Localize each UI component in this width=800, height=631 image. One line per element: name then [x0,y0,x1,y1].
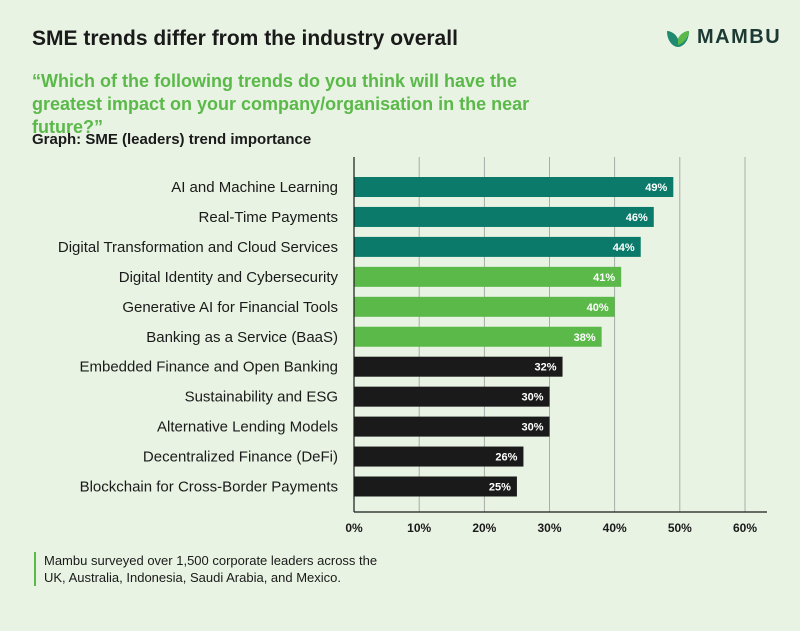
x-tick-label: 20% [472,521,496,535]
bar [354,266,622,287]
value-label: 30% [521,392,543,404]
category-label: AI and Machine Learning [171,179,338,196]
value-label: 44% [613,242,635,254]
category-label: Digital Identity and Cybersecurity [119,269,339,286]
bar [354,296,615,317]
value-label: 46% [626,212,648,224]
value-label: 41% [593,272,615,284]
bar [354,476,517,497]
category-label: Banking as a Service (BaaS) [146,329,338,346]
mambu-leaf-icon [667,31,689,47]
category-label: Decentralized Finance (DeFi) [143,449,338,466]
x-tick-label: 60% [733,521,757,535]
survey-footnote: Mambu surveyed over 1,500 corporate lead… [34,552,384,586]
bar-chart: 0% 10% 20% 30% 40% 50% 60% AI and Machine Learn… [58,157,767,535]
category-label: Sustainability and ESG [185,389,338,406]
value-label: 26% [495,452,517,464]
bar [354,386,550,407]
bar [354,236,641,257]
value-label: 25% [489,482,511,494]
logo-text: MAMBU [697,25,782,48]
x-tick-label: 0% [345,521,363,535]
x-tick-label: 10% [407,521,431,535]
value-label: 30% [521,422,543,434]
x-tick-label: 40% [603,521,627,535]
chart-title: SME trends differ from the industry over… [32,27,458,50]
category-label: Blockchain for Cross-Border Payments [80,479,338,496]
bar [354,177,674,197]
graph-subtitle: Graph: SME (leaders) trend importance [32,131,312,148]
value-label: 32% [535,362,557,374]
value-label: 49% [645,182,667,194]
category-label: Embedded Finance and Open Banking [79,359,338,376]
bar [354,446,524,467]
category-label: Digital Transformation and Cloud Service… [58,239,338,256]
category-label: Real-Time Payments [199,209,338,226]
value-label: 38% [574,332,596,344]
category-label: Generative AI for Financial Tools [122,299,338,316]
bar [354,416,550,437]
value-label: 40% [587,302,609,314]
survey-question: “Which of the following trends do you th… [32,71,530,137]
bar [354,356,563,377]
bar [354,326,602,347]
bar [354,206,654,227]
mambu-logo: MAMBU [665,25,781,49]
category-label: Alternative Lending Models [157,419,338,436]
x-tick-label: 30% [537,521,561,535]
x-tick-label: 50% [668,521,692,535]
